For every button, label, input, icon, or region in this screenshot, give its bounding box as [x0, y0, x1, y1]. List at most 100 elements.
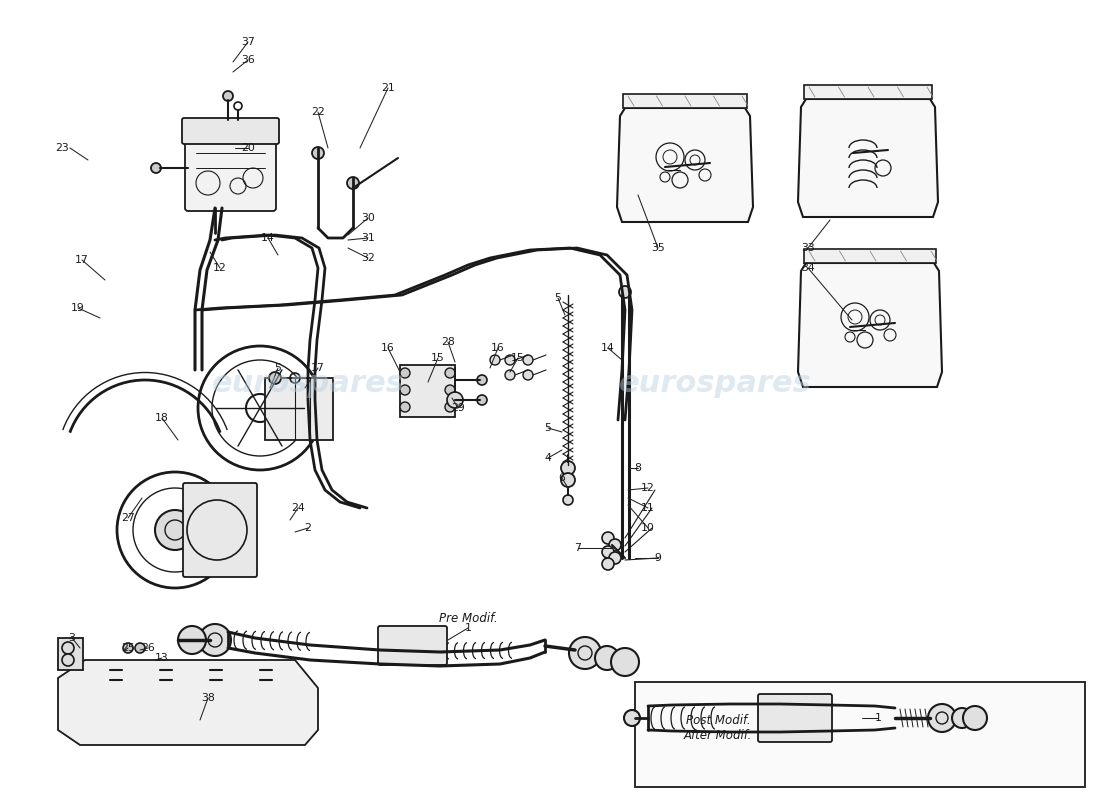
Circle shape	[123, 643, 133, 653]
Circle shape	[928, 704, 956, 732]
Text: 6: 6	[559, 473, 565, 483]
Circle shape	[477, 395, 487, 405]
Circle shape	[522, 370, 534, 380]
FancyBboxPatch shape	[400, 365, 455, 417]
Text: 15: 15	[431, 353, 444, 363]
Circle shape	[223, 91, 233, 101]
Circle shape	[62, 654, 74, 666]
FancyBboxPatch shape	[183, 483, 257, 577]
Circle shape	[155, 510, 195, 550]
Circle shape	[595, 646, 619, 670]
Text: 18: 18	[155, 413, 169, 423]
Circle shape	[602, 532, 614, 544]
Circle shape	[609, 552, 622, 564]
Circle shape	[312, 147, 324, 159]
Polygon shape	[623, 94, 747, 108]
Text: 5: 5	[275, 363, 282, 373]
Circle shape	[561, 461, 575, 475]
Text: 33: 33	[801, 243, 815, 253]
Polygon shape	[798, 263, 942, 387]
Circle shape	[446, 402, 455, 412]
Text: 16: 16	[491, 343, 505, 353]
Text: 9: 9	[654, 553, 661, 563]
Text: 5: 5	[544, 423, 551, 433]
Circle shape	[178, 626, 206, 654]
Text: 30: 30	[361, 213, 375, 223]
Text: 28: 28	[441, 337, 455, 347]
Circle shape	[522, 355, 534, 365]
Text: 24: 24	[292, 503, 305, 513]
Text: 20: 20	[241, 143, 255, 153]
Text: 1: 1	[464, 623, 472, 633]
Text: 16: 16	[381, 343, 395, 353]
Text: 38: 38	[201, 693, 214, 703]
Circle shape	[446, 385, 455, 395]
Text: 13: 13	[155, 653, 169, 663]
FancyBboxPatch shape	[758, 694, 832, 742]
Circle shape	[477, 375, 487, 385]
Text: 29: 29	[451, 403, 465, 413]
Circle shape	[619, 286, 631, 298]
Circle shape	[346, 177, 359, 189]
Text: eurospares: eurospares	[618, 370, 812, 398]
Text: 26: 26	[141, 643, 155, 653]
Text: 34: 34	[801, 263, 815, 273]
Text: 22: 22	[311, 107, 324, 117]
Text: 31: 31	[361, 233, 375, 243]
FancyBboxPatch shape	[58, 638, 82, 670]
Polygon shape	[617, 108, 754, 222]
FancyBboxPatch shape	[378, 626, 447, 665]
Text: 10: 10	[641, 523, 654, 533]
Circle shape	[962, 706, 987, 730]
Circle shape	[62, 642, 74, 654]
Text: eurospares: eurospares	[211, 370, 405, 398]
Text: 17: 17	[311, 363, 324, 373]
Circle shape	[952, 708, 972, 728]
Text: 4: 4	[544, 453, 551, 463]
Circle shape	[135, 643, 145, 653]
Polygon shape	[58, 660, 318, 745]
Circle shape	[400, 402, 410, 412]
Text: 8: 8	[635, 463, 641, 473]
Circle shape	[602, 558, 614, 570]
Text: 21: 21	[381, 83, 395, 93]
Circle shape	[561, 473, 575, 487]
Text: 7: 7	[574, 543, 582, 553]
Text: 27: 27	[121, 513, 135, 523]
Circle shape	[400, 368, 410, 378]
Polygon shape	[798, 99, 938, 217]
Text: 5: 5	[554, 293, 561, 303]
FancyBboxPatch shape	[182, 118, 279, 144]
Text: 17: 17	[75, 255, 89, 265]
Text: 25: 25	[121, 643, 135, 653]
Circle shape	[400, 385, 410, 395]
Text: Post Modif.
After Modif.: Post Modif. After Modif.	[684, 714, 752, 742]
FancyBboxPatch shape	[635, 682, 1085, 787]
Text: Pre Modif.: Pre Modif.	[439, 611, 497, 625]
Circle shape	[490, 355, 500, 365]
Text: 36: 36	[241, 55, 255, 65]
Text: 35: 35	[651, 243, 664, 253]
Circle shape	[563, 495, 573, 505]
Text: 12: 12	[641, 483, 654, 493]
Polygon shape	[804, 85, 932, 99]
Circle shape	[624, 710, 640, 726]
Circle shape	[505, 355, 515, 365]
Circle shape	[199, 624, 231, 656]
Circle shape	[610, 648, 639, 676]
Text: 14: 14	[601, 343, 615, 353]
Text: 37: 37	[241, 37, 255, 47]
Circle shape	[569, 637, 601, 669]
Text: 14: 14	[261, 233, 275, 243]
Text: 11: 11	[641, 503, 654, 513]
Circle shape	[609, 539, 622, 551]
Circle shape	[151, 163, 161, 173]
FancyBboxPatch shape	[265, 378, 333, 440]
FancyBboxPatch shape	[185, 135, 276, 211]
Text: 23: 23	[55, 143, 69, 153]
Text: 2: 2	[305, 523, 311, 533]
Circle shape	[505, 370, 515, 380]
Text: 3: 3	[68, 633, 76, 643]
Circle shape	[446, 368, 455, 378]
Circle shape	[270, 372, 280, 384]
